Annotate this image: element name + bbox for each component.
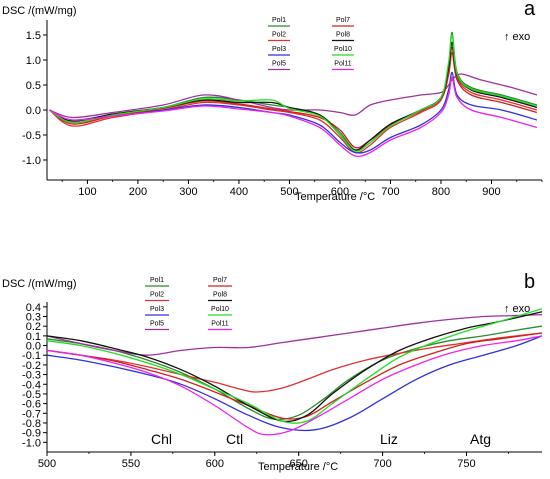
series-line-pol8 <box>46 311 543 423</box>
legend-label: Pol11 <box>211 321 228 328</box>
exo-annotation: ↑ exo <box>504 303 530 315</box>
x-tick-label: 700 <box>381 186 399 198</box>
x-tick-label: 500 <box>38 458 56 470</box>
legend-label: Pol8 <box>336 32 350 39</box>
legend-label: Pol3 <box>272 46 286 53</box>
y-tick-label: 1.5 <box>26 30 41 42</box>
series-line-pol3 <box>46 335 543 432</box>
y-axis-label: DSC /(mW/mg) <box>2 5 77 17</box>
series-line-pol5 <box>49 73 538 119</box>
y-tick-label: -1.0 <box>22 155 41 167</box>
x-tick-label: 600 <box>206 458 224 470</box>
y-axis-label: DSC /(mW/mg) <box>2 278 77 290</box>
y-tick-label: -0.5 <box>22 130 41 142</box>
chart-panel-a: DSC /(mW/mg) a ↑ exo Temperature /°C Pol… <box>2 0 543 203</box>
y-tick-label: -0.5 <box>22 389 41 401</box>
legend-label: Pol7 <box>213 277 227 284</box>
y-tick-label: 0.2 <box>26 321 41 333</box>
legend: Pol1 Pol2 Pol3 Pol5 Pol7 Pol8 Pol10 Pol11 <box>268 17 354 71</box>
y-tick-label: -0.2 <box>22 360 41 372</box>
legend-label: Pol3 <box>150 306 164 313</box>
legend-label: Pol1 <box>150 277 164 284</box>
legend-label: Pol5 <box>272 61 286 68</box>
region-label: Ctl <box>226 431 243 447</box>
series-line-pol10 <box>46 308 543 424</box>
series-line-pol8 <box>49 41 538 151</box>
y-tick-label: 0.0 <box>26 105 41 117</box>
x-tick-label: 750 <box>457 458 475 470</box>
y-tick-label: -0.9 <box>22 428 41 440</box>
region-label: Liz <box>380 431 398 447</box>
series-line-pol2 <box>49 46 538 154</box>
legend-label: Pol1 <box>272 17 286 24</box>
x-tick-label: 300 <box>179 186 197 198</box>
x-axis-label: Temperature /°C <box>295 191 375 203</box>
legend-label: Pol11 <box>334 61 351 68</box>
series-line-pol11 <box>46 335 543 436</box>
y-tick-label: 1.0 <box>26 55 41 67</box>
legend-label: Pol7 <box>336 17 350 24</box>
x-axis-label: Temperature /°C <box>258 461 338 473</box>
series-line-pol2 <box>46 332 543 393</box>
exo-annotation: ↑ exo <box>504 31 530 43</box>
chart-panel-b: DSC /(mW/mg) b ↑ exo Temperature /°C Chl… <box>2 271 543 473</box>
y-tick-label: 0.3 <box>26 312 41 324</box>
y-tick-label: -0.7 <box>22 408 41 420</box>
legend-label: Pol10 <box>334 46 352 53</box>
y-tick-label: 0.0 <box>26 341 41 353</box>
legend-label: Pol2 <box>150 292 164 299</box>
series-line-pol1 <box>49 31 538 151</box>
y-tick-label: -0.8 <box>22 418 41 430</box>
legend: Pol1 Pol2 Pol3 Pol5 Pol7 Pol8 Pol10 Pol11 <box>145 277 232 331</box>
x-tick-label: 900 <box>482 186 500 198</box>
x-tick-label: 700 <box>373 458 391 470</box>
y-tick-label: -0.1 <box>22 350 41 362</box>
legend-label: Pol10 <box>211 306 229 313</box>
x-tick-label: 200 <box>129 186 147 198</box>
panel-letter: b <box>524 271 535 293</box>
series-line-pol5 <box>46 313 543 356</box>
series-line-pol10 <box>49 34 538 152</box>
region-label: Atg <box>470 431 491 447</box>
legend-label: Pol2 <box>272 32 286 39</box>
y-tick-label: 0.5 <box>26 80 41 92</box>
x-tick-label: 500 <box>280 186 298 198</box>
legend-label: Pol8 <box>213 292 227 299</box>
y-tick-label: -0.3 <box>22 370 41 382</box>
y-tick-label: -0.6 <box>22 399 41 411</box>
series-line-pol7 <box>49 51 538 149</box>
series-line-pol1 <box>46 325 543 421</box>
x-tick-label: 800 <box>432 186 450 198</box>
y-tick-label: 0.4 <box>26 302 41 314</box>
legend-label: Pol5 <box>150 321 164 328</box>
panel-letter: a <box>524 0 536 20</box>
x-tick-label: 600 <box>331 186 349 198</box>
series-line-pol11 <box>49 76 538 158</box>
x-tick-label: 400 <box>230 186 248 198</box>
region-label: Chl <box>151 431 172 447</box>
x-tick-label: 550 <box>122 458 140 470</box>
y-tick-label: 0.1 <box>26 331 41 343</box>
x-tick-label: 100 <box>78 186 96 198</box>
y-tick-label: -1.0 <box>22 437 41 449</box>
x-tick-label: 650 <box>290 458 308 470</box>
y-tick-label: -0.4 <box>22 379 41 391</box>
series-line-pol7 <box>46 332 543 420</box>
